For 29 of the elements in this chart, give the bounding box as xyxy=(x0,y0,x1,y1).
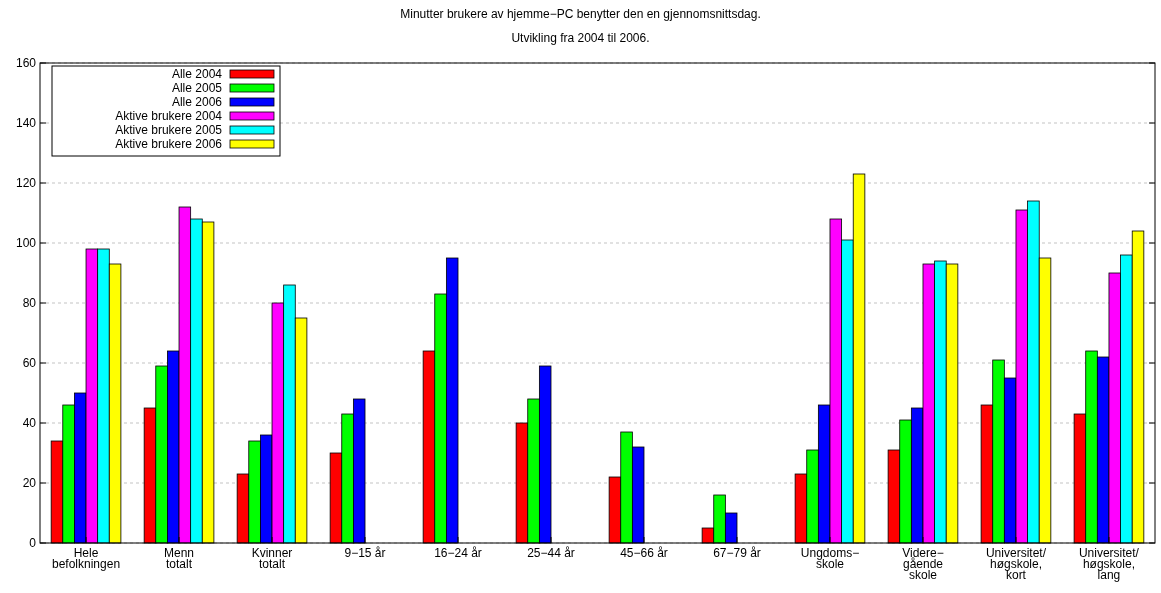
x-tick-label: 25−44 år xyxy=(527,546,575,560)
x-tick-label: 45−66 år xyxy=(620,546,668,560)
legend-label: Aktive brukere 2004 xyxy=(115,109,223,123)
x-tick-label: Menn totalt xyxy=(164,546,195,571)
legend-label: Alle 2005 xyxy=(171,81,223,95)
x-tick-label: 67−79 år xyxy=(713,546,761,560)
y-tick-label: 140 xyxy=(15,116,37,130)
y-tick-label: 0 xyxy=(29,536,37,550)
legend-label: Alle 2006 xyxy=(171,95,223,109)
legend-label: Aktive brukere 2005 xyxy=(115,123,223,137)
chart-subtitle: Utvikling fra 2004 til 2006. xyxy=(511,31,650,45)
legend-label: Aktive brukere 2006 xyxy=(115,137,223,151)
x-tick-label: Kvinner totalt xyxy=(251,546,293,571)
chart-title: Minutter brukere av hjemme−PC benytter den en gjennomsnittsdag. xyxy=(400,7,761,21)
x-tick-label: Universitet/ høgskole, lang xyxy=(1078,546,1140,582)
x-tick-label: Universitet/ høgskole, kort xyxy=(985,546,1047,582)
y-tick-label: 20 xyxy=(22,476,37,490)
x-tick-label: 9−15 år xyxy=(344,546,386,560)
y-tick-label: 120 xyxy=(15,176,37,190)
x-tick-label: Hele befolkningen xyxy=(52,546,121,571)
x-tick-label: Videre− gående skole xyxy=(902,546,944,582)
y-tick-label: 160 xyxy=(15,56,37,70)
x-tick-label: 16−24 år xyxy=(434,546,482,560)
legend-label: Alle 2004 xyxy=(171,67,223,81)
y-tick-label: 80 xyxy=(22,296,37,310)
y-tick-label: 60 xyxy=(22,356,37,370)
y-tick-label: 100 xyxy=(15,236,37,250)
x-tick-label: Ungdoms− skole xyxy=(800,546,860,571)
y-tick-label: 40 xyxy=(22,416,37,430)
